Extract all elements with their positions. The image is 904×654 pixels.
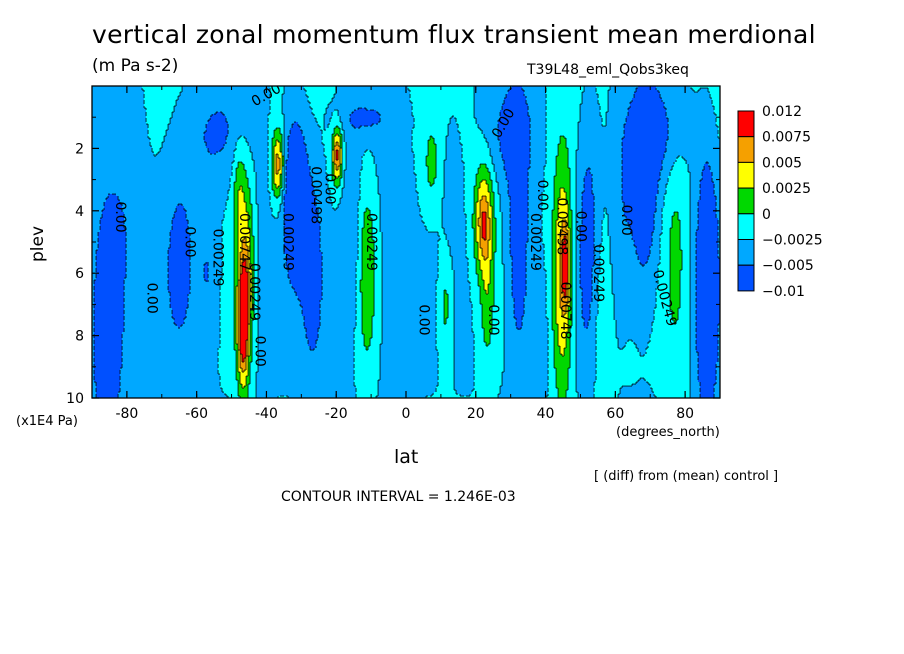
colorbar-swatch [737, 161, 755, 189]
x-tick-label: 40 [537, 406, 555, 422]
y-axis-label: plev [28, 225, 48, 262]
contour-label: 0.00498 [553, 197, 569, 255]
contour-labels: 0.000.000.000.00 0.00249 0.007470.002490.0… [112, 86, 679, 367]
contour-label: 0.00249 [210, 229, 226, 287]
colorbar-level-label: 0 [762, 207, 771, 223]
colorbar-swatch [737, 110, 755, 138]
colorbar-swatch [737, 264, 755, 292]
y-axis-unit: (x1E4 Pa) [16, 414, 78, 429]
contour-label: 0.00 [321, 173, 337, 204]
colorbar-level-label: −0.0025 [762, 233, 823, 249]
y-tick-label: 6 [75, 266, 84, 282]
y-tick-label: 2 [75, 141, 84, 157]
contour-label: 0.00 [143, 283, 159, 314]
contour-label: 0.00 [112, 201, 128, 232]
x-tick-label: -20 [325, 406, 348, 422]
colorbar-swatch [737, 136, 755, 163]
x-tick-label: -80 [115, 406, 138, 422]
contour-label: 0.00747 [236, 213, 252, 271]
contour-label: 0.00 [485, 304, 501, 335]
contour-label: 0.00 [182, 226, 198, 257]
diff-note: [ (diff) from (mean) control ] [594, 469, 779, 484]
y-tick-label: 10 [66, 391, 84, 407]
x-tick-label: 60 [606, 406, 624, 422]
colorbar-level-label: 0.012 [762, 104, 802, 120]
colorbar-swatch [737, 239, 755, 266]
contour-lines [93, 86, 720, 398]
contour-field [92, 86, 720, 398]
x-tick-label: -40 [255, 406, 278, 422]
contour-label: 0.00748 [557, 282, 573, 340]
x-tick-label: 0 [402, 406, 411, 422]
colorbar-swatch [737, 213, 755, 241]
contour-label: 0.00 [251, 336, 267, 367]
contour-label: 0.00249 [590, 244, 606, 302]
y-tick-label: 8 [75, 329, 84, 345]
y-tick-label: 4 [75, 204, 84, 220]
colorbar-swatch [737, 187, 755, 215]
colorbar-level-label: −0.01 [762, 284, 805, 300]
contour-label: 0.00 [534, 180, 550, 211]
contour-label: 0.00 [618, 205, 634, 236]
x-tick-label: 20 [467, 406, 485, 422]
contour-label: 0.00 [572, 211, 588, 242]
chart-title: vertical zonal momentum flux transient m… [92, 20, 816, 49]
run-label: T39L48_eml_Qobs3keq [527, 62, 689, 78]
contour-label: 0.00498 [307, 166, 323, 224]
chart-units: (m Pa s-2) [92, 56, 179, 76]
x-tick-label: 80 [676, 406, 694, 422]
colorbar-level-label: 0.005 [762, 155, 802, 171]
y-axis: 2 4 6 8 10 [66, 116, 720, 407]
contour-label: 0.00249 [246, 263, 262, 321]
contour-interval: CONTOUR INTERVAL = 1.246E-03 [281, 489, 516, 505]
x-axis-unit: (degrees_north) [616, 425, 720, 440]
x-tick-label: -60 [185, 406, 208, 422]
contour-label: 0.00249 [527, 213, 543, 271]
contour-label: 0.00249 [363, 213, 379, 271]
x-axis-label: lat [394, 446, 419, 468]
colorbar: 0.012 0.0075 0.005 0.0025 0 −0.0025 −0.005 −0.0… [737, 104, 823, 300]
colorbar-level-label: 0.0075 [762, 130, 811, 146]
colorbar-level-label: 0.0025 [762, 181, 811, 197]
colorbar-level-label: −0.005 [762, 258, 814, 274]
x-axis: -80 -60 -40 -20 0 20 40 60 80 [91, 86, 721, 422]
contour-label: 0.00249 [279, 213, 295, 271]
contour-label: 0.00 [415, 304, 431, 335]
